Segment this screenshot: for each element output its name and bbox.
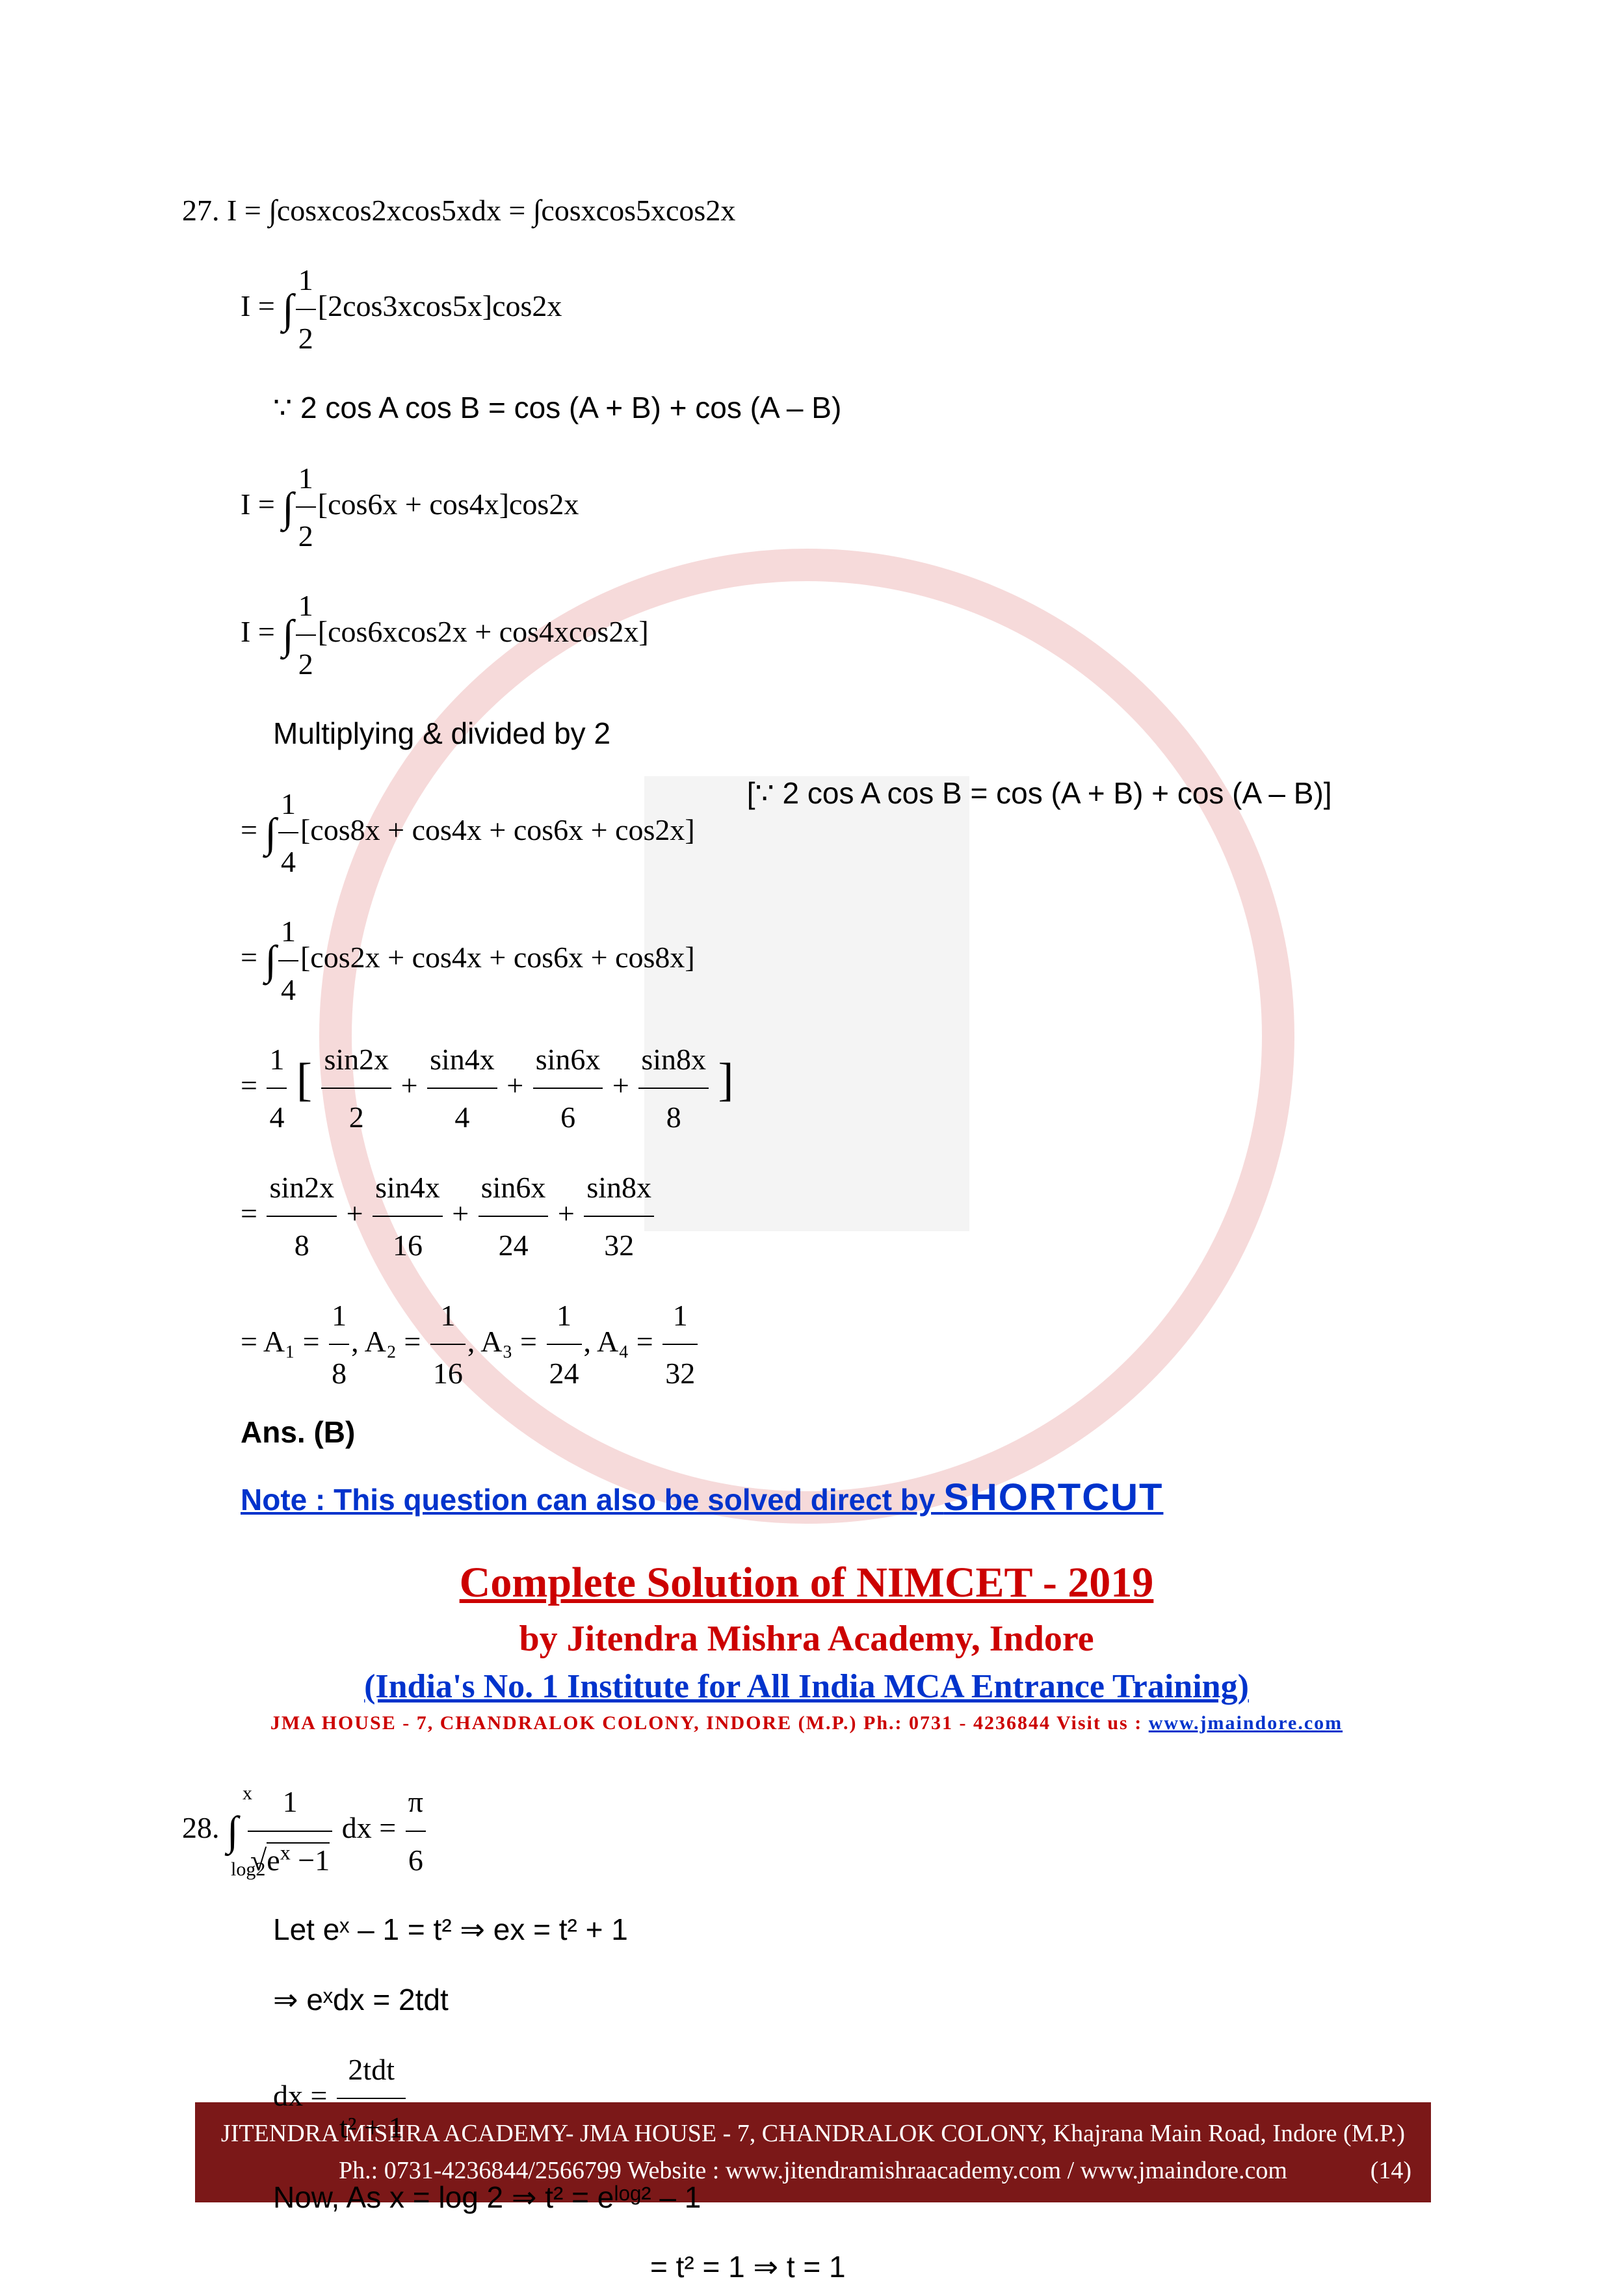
q27-multiply-text: Multiplying & divided by 2 — [273, 705, 1431, 762]
q27-answer: Ans. (B) — [241, 1415, 1431, 1450]
page-content: 27. I = ∫cosxcos2xcos5xdx = ∫cosxcos5xco… — [182, 182, 1431, 2296]
header-address: JMA HOUSE - 7, CHANDRALOK COLONY, INDORE… — [182, 1712, 1431, 1734]
q28-line3: ⇒ eˣdx = 2tdt — [273, 1972, 1431, 2028]
q27-line2: I = ∫12[2cos3xcos5x]cos2x — [241, 252, 1431, 367]
q27-side-note: [∵ 2 cos A cos B = cos (A + B) + cos (A … — [747, 776, 1332, 811]
q27-line8: = sin2x8 + sin4x16 + sin6x24 + sin8x32 — [241, 1159, 1431, 1274]
q27-line5: = ∫14[cos8x + cos4x + cos6x + cos2x] — [241, 776, 695, 891]
q28-line2: Let eˣ – 1 = t² ⇒ ex = t² + 1 — [273, 1901, 1431, 1958]
q27-line6: = ∫14[cos2x + cos4x + cos6x + cos8x] — [241, 903, 1431, 1018]
header-title: Complete Solution of NIMCET - 2019 — [182, 1558, 1431, 1608]
q27-line7: = 14 [ sin2x2 + sin4x4 + sin6x6 + sin8x8… — [241, 1031, 1431, 1146]
website-link[interactable]: www.jmaindore.com — [1149, 1712, 1343, 1734]
q27-line3: I = ∫12[cos6x + cos4x]cos2x — [241, 450, 1431, 565]
header-subtitle2: (India's No. 1 Institute for All India M… — [182, 1667, 1431, 1706]
q27-identity: ∵ 2 cos A cos B = cos (A + B) + cos (A –… — [273, 380, 1431, 436]
q27-line9: = A₁ = 18, A₂ = 116, A₃ = 124, A₄ = 132 — [241, 1287, 1431, 1402]
q28-line4: dx = 2tdtt² + 1 — [273, 2041, 1431, 2156]
q27-line4: I = ∫12[cos6xcos2x + cos4xcos2x] — [241, 577, 1431, 692]
shortcut-note: Note : This question can also be solved … — [241, 1476, 1431, 1519]
header-block: Complete Solution of NIMCET - 2019 by Ji… — [182, 1558, 1431, 1734]
q27-line1: 27. I = ∫cosxcos2xcos5xdx = ∫cosxcos5xco… — [182, 182, 1431, 239]
q28-line1: 28. x ∫ log2 1√ex −1 dx = π6 — [182, 1773, 1431, 1888]
q28-line5: Now, As x = log 2 ⇒ t² = eˡᵒᵍ² – 1 — [273, 2169, 1431, 2226]
header-subtitle: by Jitendra Mishra Academy, Indore — [182, 1618, 1431, 1660]
q28-line6: = t² = 1 ⇒ t = 1 — [650, 2239, 1431, 2295]
